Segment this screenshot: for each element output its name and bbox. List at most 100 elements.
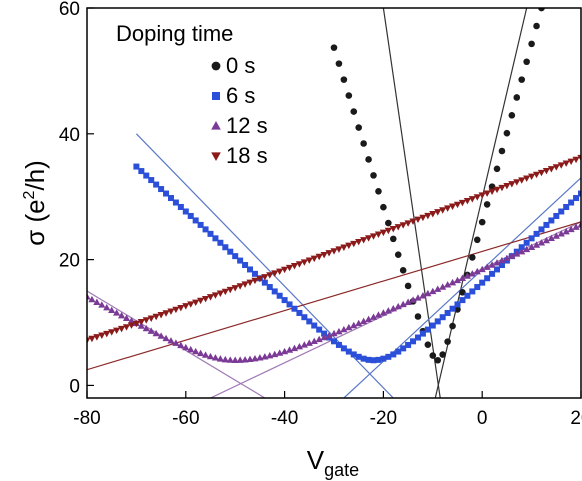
data-point (226, 286, 234, 294)
data-point (340, 244, 348, 251)
data-point (286, 301, 293, 308)
data-point (424, 326, 431, 333)
data-point (177, 341, 185, 349)
data-point (177, 204, 184, 211)
data-point (320, 333, 328, 341)
data-point (380, 203, 387, 211)
data-point (236, 356, 244, 363)
data-point (518, 177, 526, 184)
data-point (370, 172, 377, 179)
data-point (108, 306, 116, 314)
data-point (414, 294, 422, 301)
data-point (187, 301, 195, 308)
data-point (98, 332, 106, 339)
data-point (143, 172, 150, 179)
data-point (543, 221, 550, 228)
legend-item: 0 s (211, 53, 255, 78)
data-point (508, 181, 516, 188)
data-point (568, 199, 575, 206)
data-point (399, 300, 407, 308)
data-point (439, 207, 447, 214)
data-point (98, 301, 106, 308)
data-point (291, 305, 298, 312)
data-point (385, 353, 392, 360)
data-point (390, 351, 397, 358)
data-point (414, 216, 422, 224)
data-point (513, 94, 521, 101)
legend-item: 12 s (211, 113, 268, 138)
data-point (439, 314, 446, 321)
data-point (330, 329, 338, 337)
data-point (429, 287, 437, 295)
data-point (117, 311, 126, 319)
data-point (331, 338, 337, 345)
data-point (528, 40, 535, 48)
data-point (340, 325, 348, 333)
data-point (439, 351, 446, 358)
data-point (88, 295, 96, 303)
data-point (395, 348, 402, 355)
data-point (532, 241, 541, 248)
y-axis-label-main: σ (e (20, 199, 50, 245)
data-point (231, 285, 239, 292)
data-point (533, 230, 540, 237)
data-point (434, 209, 442, 216)
data-point (211, 292, 220, 299)
data-point (345, 323, 353, 331)
legend-marker (211, 121, 221, 130)
legend-title: Doping time (116, 21, 233, 46)
data-point (246, 355, 254, 363)
data-point (87, 337, 91, 344)
data-point (523, 58, 530, 66)
data-point (468, 196, 476, 203)
data-point (192, 299, 200, 306)
data-point (315, 335, 323, 343)
data-point (242, 262, 249, 269)
data-point (399, 222, 407, 229)
data-point (523, 175, 531, 182)
data-point (276, 268, 284, 275)
data-point (424, 289, 432, 297)
data-point (201, 351, 210, 358)
x-tick-label: -20 (370, 408, 397, 429)
data-point (494, 266, 501, 273)
data-point (404, 220, 412, 227)
data-point (113, 327, 121, 334)
axis-ticks: -80 -60 -40 -20 0 20 0 20 40 60 (59, 0, 582, 429)
data-point (137, 319, 145, 326)
data-point (271, 288, 278, 295)
data-point (453, 201, 462, 209)
data-point (478, 218, 486, 226)
data-point (172, 199, 179, 206)
data-point (231, 356, 239, 363)
data-point (237, 257, 244, 264)
data-point (295, 261, 304, 268)
fit-line (343, 177, 581, 398)
data-point (385, 219, 392, 227)
x-axis-label-main: V (307, 445, 325, 475)
data-point (266, 272, 274, 279)
data-point (192, 217, 199, 224)
data-point (320, 251, 328, 259)
x-tick-label: 0 (477, 408, 488, 429)
data-point (325, 331, 333, 339)
data-point (221, 355, 229, 363)
data-point (360, 355, 367, 362)
data-point (577, 221, 581, 228)
data-point (310, 255, 318, 263)
data-point (513, 179, 521, 186)
data-point (488, 188, 496, 196)
data-point (577, 154, 581, 162)
data-point (365, 156, 372, 163)
data-point (261, 279, 268, 286)
data-point (404, 282, 412, 290)
data-point (93, 334, 101, 341)
data-point (563, 204, 570, 211)
data-point (350, 351, 357, 358)
data-point (88, 335, 96, 343)
data-point (167, 337, 175, 344)
data-point (384, 307, 392, 314)
data-point (454, 306, 461, 313)
data-point (217, 239, 224, 246)
data-point (463, 197, 471, 205)
